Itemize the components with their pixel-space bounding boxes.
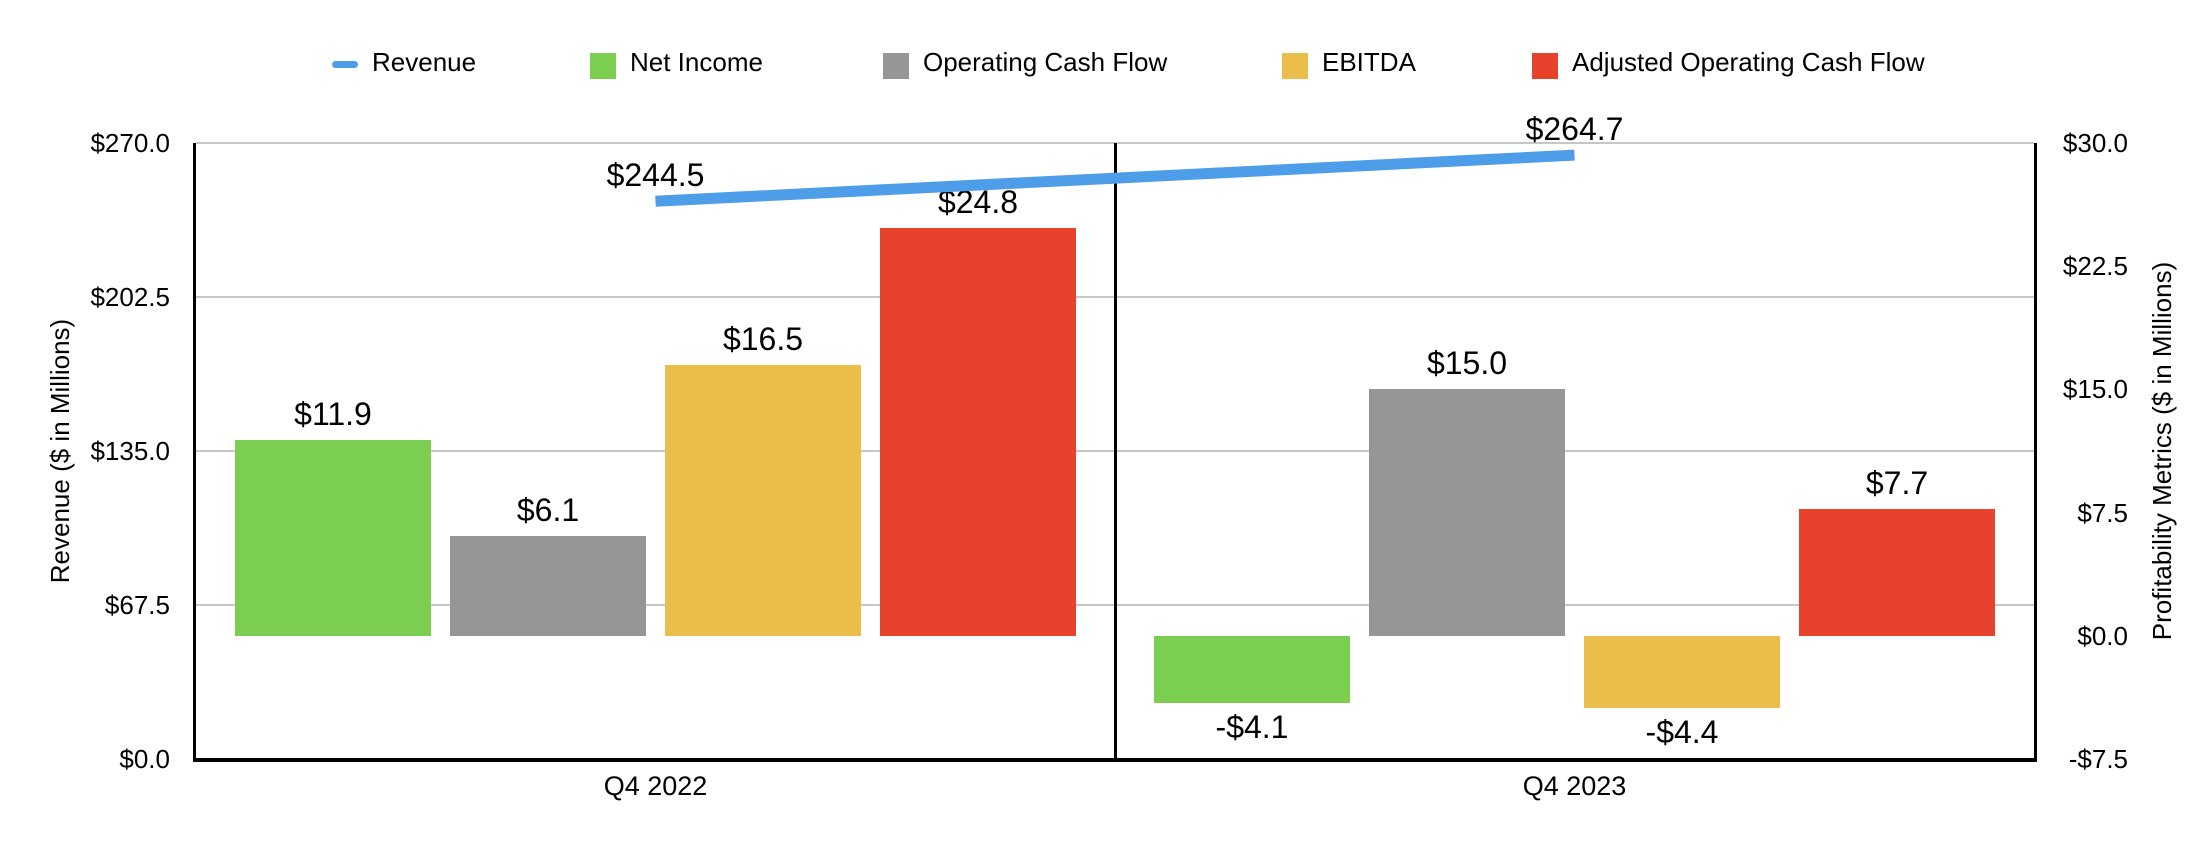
bar-net-income-q4-2023 [1154, 635, 1350, 704]
bar-ebitda-q4-2023 [1584, 635, 1780, 709]
panel-divider [1113, 143, 1117, 759]
left-axis-tick: $135.0 [90, 436, 170, 466]
bar-net-income-q4-2022 [235, 440, 431, 636]
left-axis-tick: $202.5 [90, 282, 170, 312]
bar-operating-cash-flow-q4-2023 [1369, 389, 1565, 636]
bar-value-label: -$4.4 [1645, 714, 1719, 751]
line-value-label: $244.5 [606, 157, 705, 194]
right-axis-tick: -$7.5 [2068, 744, 2128, 774]
left-axis-tick: $270.0 [90, 128, 170, 158]
bar-adjusted-operating-cash-flow-q4-2023 [1799, 509, 1995, 636]
legend-square-swatch [1282, 53, 1308, 79]
legend-label: Net Income [630, 47, 763, 77]
left-axis-line [193, 143, 196, 762]
legend-square-swatch [883, 53, 909, 79]
right-axis-tick: $22.5 [2062, 251, 2128, 282]
right-axis-tick: $7.5 [2077, 497, 2128, 528]
bar-value-label: $16.5 [722, 320, 804, 357]
left-axis-tick: $67.5 [104, 590, 170, 620]
bottom-axis-line [193, 758, 2037, 762]
line-value-label: $264.7 [1525, 111, 1624, 148]
bar-value-label: -$4.1 [1215, 709, 1289, 746]
bar-value-label: $24.8 [937, 184, 1019, 221]
right-axis-tick: $0.0 [2077, 620, 2128, 651]
bar-value-label: $6.1 [516, 491, 580, 528]
legend-label: Operating Cash Flow [923, 47, 1168, 77]
bar-value-label: $15.0 [1426, 345, 1508, 382]
legend-line-swatch [332, 61, 358, 68]
category-label-q4-2022: Q4 2022 [603, 771, 708, 801]
category-label-q4-2023: Q4 2023 [1522, 771, 1627, 801]
legend-label: Revenue [372, 47, 477, 77]
left-axis-title: Revenue ($ in Millions) [45, 318, 75, 584]
legend-label: Adjusted Operating Cash Flow [1572, 47, 1925, 77]
bar-operating-cash-flow-q4-2022 [450, 535, 646, 636]
bar-value-label: $11.9 [294, 396, 372, 433]
right-axis-title: Profitability Metrics ($ in Millions) [2147, 261, 2177, 641]
bar-ebitda-q4-2022 [665, 364, 861, 636]
left-axis-tick: $0.0 [119, 744, 170, 774]
right-axis-line [2034, 143, 2037, 762]
legend-square-swatch [1532, 53, 1558, 79]
legend-label: EBITDA [1322, 47, 1416, 77]
right-axis-tick: $30.0 [2062, 128, 2128, 158]
right-axis-tick: $15.0 [2062, 374, 2128, 405]
bar-adjusted-operating-cash-flow-q4-2022 [880, 228, 1076, 636]
bar-value-label: $7.7 [1865, 465, 1929, 502]
legend-square-swatch [590, 53, 616, 79]
